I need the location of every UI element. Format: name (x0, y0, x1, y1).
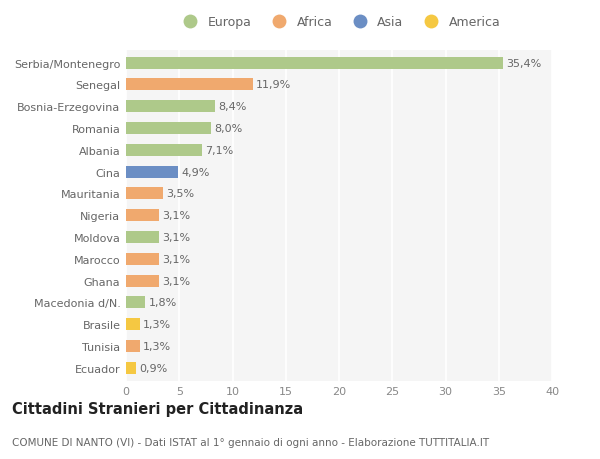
Text: COMUNE DI NANTO (VI) - Dati ISTAT al 1° gennaio di ogni anno - Elaborazione TUTT: COMUNE DI NANTO (VI) - Dati ISTAT al 1° … (12, 437, 489, 447)
Bar (126, 362, 136, 374)
Text: 3,5%: 3,5% (166, 189, 194, 199)
Bar (126, 79, 253, 91)
Text: 8,0%: 8,0% (214, 124, 242, 134)
Text: 4,9%: 4,9% (181, 167, 210, 177)
Bar (126, 319, 140, 330)
Text: 7,1%: 7,1% (205, 146, 233, 156)
Text: 3,1%: 3,1% (162, 276, 190, 286)
Text: 3,1%: 3,1% (162, 211, 190, 221)
Text: 3,1%: 3,1% (162, 232, 190, 242)
Bar (126, 231, 159, 243)
Text: 0,9%: 0,9% (139, 363, 167, 373)
Text: 35,4%: 35,4% (506, 59, 541, 68)
Text: 1,8%: 1,8% (148, 298, 176, 308)
Text: 11,9%: 11,9% (256, 80, 291, 90)
Text: 3,1%: 3,1% (162, 254, 190, 264)
Bar (126, 340, 140, 352)
Bar (126, 275, 159, 287)
Bar (126, 188, 163, 200)
Bar (126, 57, 503, 69)
Text: Cittadini Stranieri per Cittadinanza: Cittadini Stranieri per Cittadinanza (12, 401, 303, 416)
Bar (126, 253, 159, 265)
Bar (126, 297, 145, 308)
Bar (126, 123, 211, 135)
Bar (126, 101, 215, 113)
Text: 8,4%: 8,4% (218, 102, 247, 112)
Text: 1,3%: 1,3% (143, 341, 171, 351)
Text: 1,3%: 1,3% (143, 319, 171, 330)
Bar (126, 166, 178, 178)
Legend: Europa, Africa, Asia, America: Europa, Africa, Asia, America (175, 14, 503, 32)
Bar (126, 210, 159, 222)
Bar (126, 145, 202, 157)
